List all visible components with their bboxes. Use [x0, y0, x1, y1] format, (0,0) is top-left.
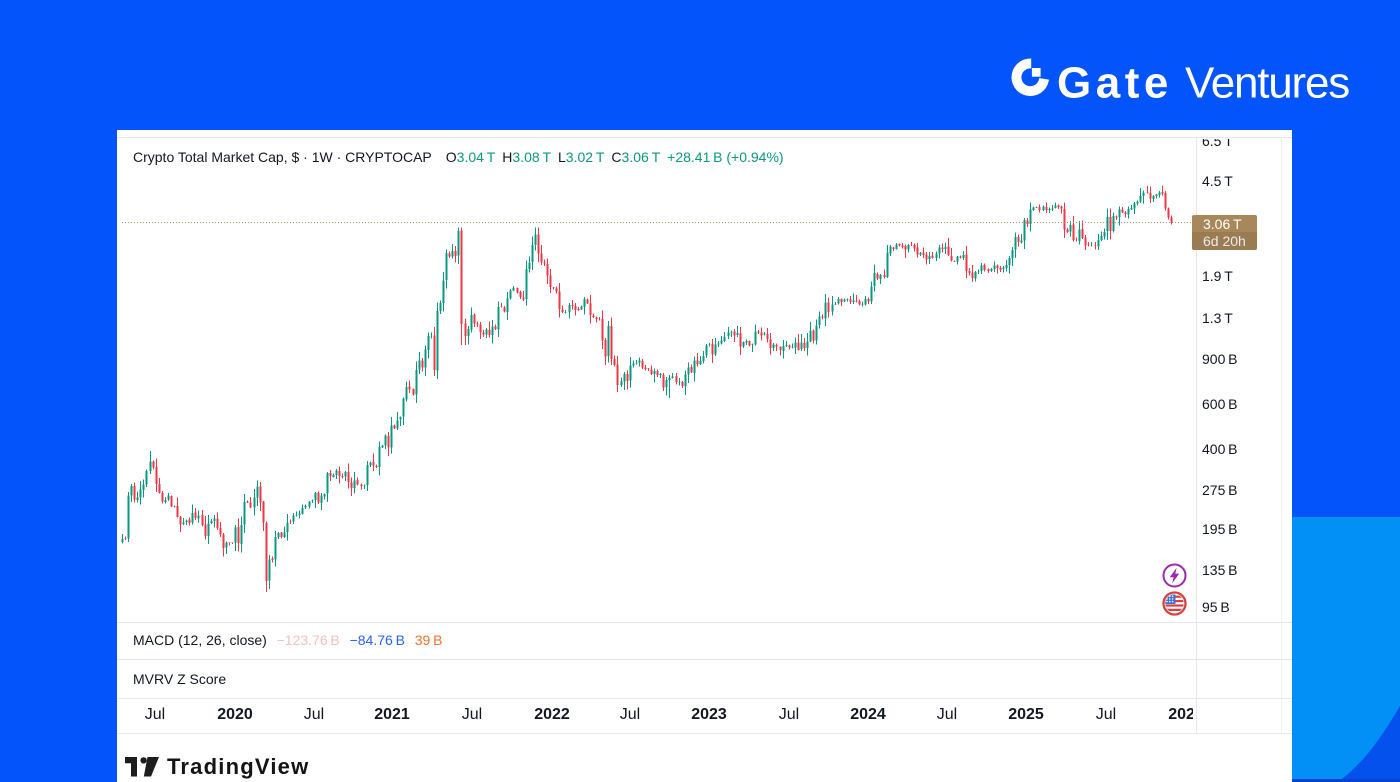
svg-text:Ventures: Ventures: [1185, 59, 1349, 102]
svg-text:Gate: Gate: [1057, 59, 1173, 102]
